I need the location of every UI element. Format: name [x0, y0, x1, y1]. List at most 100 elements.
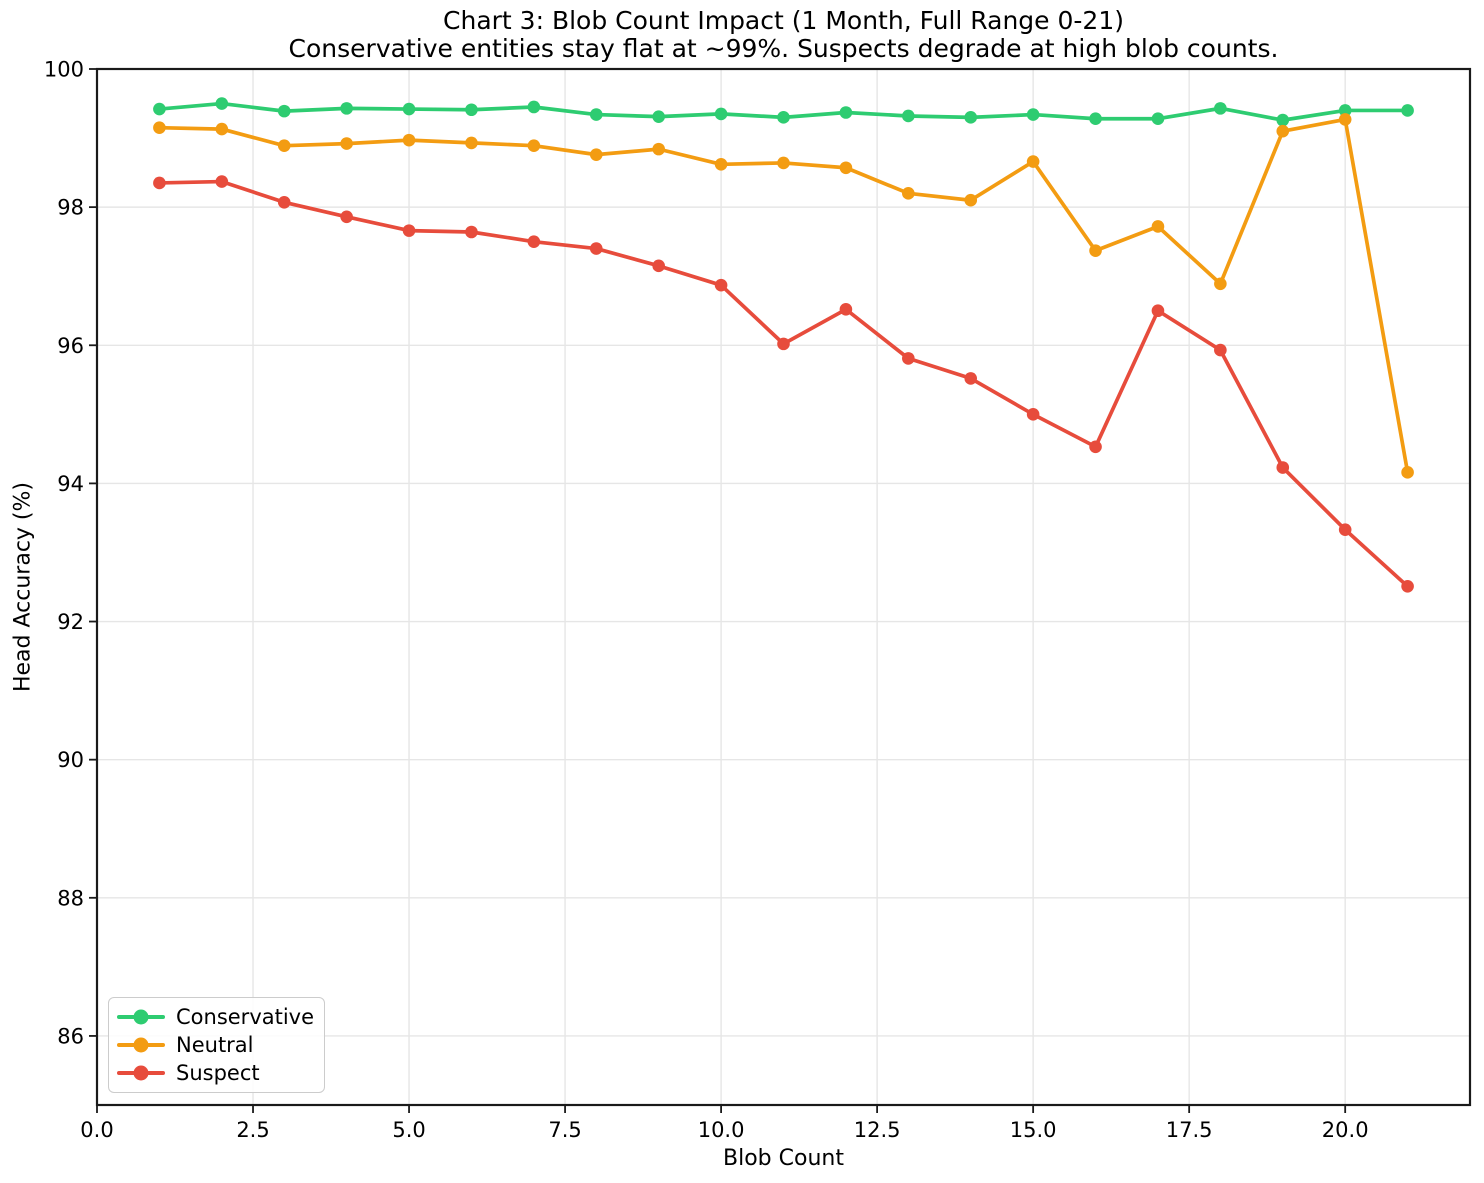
legend-label-conservative: Conservative [176, 1005, 315, 1029]
data-point [1151, 304, 1165, 318]
x-tick-label: 0.0 [80, 1118, 113, 1142]
y-tick-label: 86 [57, 1024, 84, 1048]
data-point [1276, 124, 1290, 138]
data-point [465, 225, 478, 239]
data-point [714, 278, 728, 292]
plot-border [95, 67, 1472, 1107]
x-tick-label: 2.5 [236, 1118, 269, 1142]
x-tick-label: 20.0 [1322, 1118, 1369, 1142]
y-tick-label: 98 [57, 196, 84, 220]
data-point [1089, 440, 1102, 454]
legend-line-sample-conservative [117, 1009, 165, 1025]
x-axis-label: Blob Count [723, 1146, 844, 1171]
y-tick-label: 100 [44, 58, 84, 82]
legend-label-suspect: Suspect [176, 1061, 260, 1085]
data-point [589, 148, 603, 161]
title-block: Chart 3: Blob Count Impact (1 Month, Ful… [97, 7, 1470, 63]
data-point [964, 193, 978, 207]
data-point [839, 106, 853, 119]
legend-marker-icon [133, 1009, 149, 1025]
legend-line-sample-neutral [117, 1037, 165, 1053]
data-point [1089, 244, 1102, 257]
data-point [153, 176, 166, 190]
data-point [1214, 102, 1227, 115]
data-point [1214, 343, 1227, 357]
y-tick-label: 96 [57, 334, 84, 358]
data-point [1026, 155, 1040, 168]
data-point [215, 175, 229, 188]
data-point [277, 139, 291, 152]
data-point [652, 110, 665, 123]
data-point [589, 108, 603, 121]
legend-line-sample-suspect [117, 1065, 165, 1081]
data-point [902, 352, 915, 365]
x-tick-label: 17.5 [1166, 1118, 1213, 1142]
data-point [277, 104, 291, 118]
data-point [215, 122, 229, 136]
data-point [777, 111, 790, 124]
data-point [1401, 104, 1414, 117]
data-point [777, 337, 790, 351]
data-point [652, 259, 665, 273]
data-point [527, 139, 541, 152]
data-point [1026, 408, 1040, 421]
x-tick-label: 5.0 [392, 1118, 425, 1142]
y-tick-label: 90 [57, 748, 84, 772]
data-point [153, 102, 166, 116]
chart-subtitle: Conservative entities stay flat at ~99%.… [288, 34, 1279, 63]
data-point [1338, 113, 1352, 126]
data-point [1401, 466, 1414, 479]
y-axis-label: Head Accuracy (%) [10, 481, 36, 693]
data-point [1276, 461, 1290, 474]
data-point [277, 195, 291, 209]
data-point [527, 100, 541, 114]
series-line-suspect [157, 179, 1410, 589]
legend-marker-icon [133, 1065, 149, 1081]
legend-item-neutral: Neutral [117, 1031, 320, 1059]
data-point [153, 121, 166, 135]
data-point [527, 235, 541, 248]
data-point [402, 224, 416, 237]
data-point [589, 242, 603, 255]
y-tick-label: 88 [57, 886, 84, 910]
data-point [1338, 523, 1352, 536]
y-tick-label: 92 [57, 610, 84, 634]
data-point [465, 103, 478, 117]
data-point [902, 187, 915, 200]
data-point [1026, 108, 1040, 121]
data-point [964, 372, 978, 385]
data-point [402, 102, 416, 116]
data-point [1338, 104, 1352, 117]
legend: Conservative Neutral Suspect [108, 997, 325, 1093]
data-point [465, 136, 478, 150]
data-point [402, 133, 416, 147]
data-point [1151, 112, 1165, 126]
data-point [340, 102, 353, 115]
data-point [1401, 580, 1414, 593]
series-line-neutral [157, 117, 1410, 475]
x-tick-label: 15.0 [1010, 1118, 1057, 1142]
data-point [839, 161, 853, 175]
legend-item-suspect: Suspect [117, 1059, 320, 1087]
data-point [652, 142, 665, 156]
data-point [1151, 220, 1165, 233]
data-point [839, 303, 853, 316]
y-tick-label: 94 [57, 472, 84, 496]
x-tick-label: 12.5 [854, 1118, 901, 1142]
data-point [1214, 277, 1227, 291]
data-point [964, 111, 978, 124]
data-point [340, 210, 353, 224]
legend-marker-icon [133, 1037, 149, 1053]
legend-label-neutral: Neutral [176, 1033, 254, 1057]
data-point [1276, 113, 1290, 127]
data-point [714, 107, 728, 121]
x-tick-label: 10.0 [698, 1118, 745, 1142]
data-point [777, 156, 790, 170]
data-point [902, 109, 915, 123]
data-point [215, 97, 229, 110]
chart-title: Chart 3: Blob Count Impact (1 Month, Ful… [443, 6, 1124, 35]
data-point [714, 158, 728, 171]
x-tick-label: 7.5 [548, 1118, 581, 1142]
